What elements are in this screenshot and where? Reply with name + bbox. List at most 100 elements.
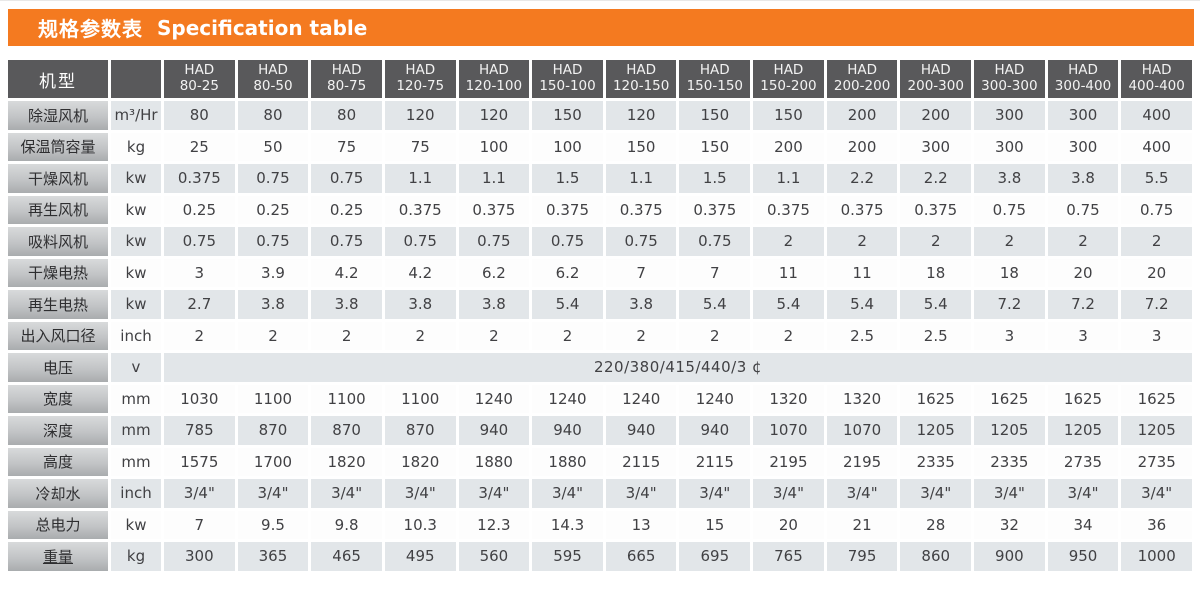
value-cell: 0.75 xyxy=(974,195,1045,224)
model-series-name: HAD xyxy=(1068,62,1098,79)
value-cell: 1700 xyxy=(237,447,309,476)
value-cell: 80 xyxy=(237,101,309,130)
unit-cell: kw xyxy=(111,227,161,256)
value-cell: 1625 xyxy=(1047,384,1119,413)
value-cell: 1240 xyxy=(605,384,677,413)
value-cell: 50 xyxy=(237,132,309,161)
value-cell: 18 xyxy=(900,258,972,287)
value-cell: 1880 xyxy=(532,447,603,476)
value-cell: 1880 xyxy=(458,447,530,476)
value-cell: 5.4 xyxy=(679,290,751,319)
value-cell: 2.2 xyxy=(900,164,972,193)
value-cell: 940 xyxy=(458,416,530,445)
value-cell: 1000 xyxy=(1121,542,1192,571)
value-cell: 560 xyxy=(458,542,530,571)
value-cell: 0.25 xyxy=(311,195,382,224)
value-cell: 150 xyxy=(679,132,751,161)
row-label-text: 宽度 xyxy=(42,390,73,409)
value-cell: 200 xyxy=(900,101,972,130)
value-cell: 0.75 xyxy=(458,227,530,256)
value-cell: 3.8 xyxy=(311,290,382,319)
value-cell: 21 xyxy=(826,510,898,539)
value-cell: 3 xyxy=(974,321,1045,350)
value-cell: 3 xyxy=(164,258,235,287)
model-header-cell: HAD 300-300 xyxy=(974,60,1045,98)
model-series-name: HAD xyxy=(552,62,583,79)
row-label-text: 干燥电热 xyxy=(27,264,88,283)
value-cell: 0.375 xyxy=(605,195,677,224)
unit-cell: kw xyxy=(111,195,161,224)
model-header-cell: HAD 80-75 xyxy=(311,60,382,98)
value-cell: 2 xyxy=(1121,227,1192,256)
unit-cell: inch xyxy=(111,321,161,350)
value-cell: 2 xyxy=(974,227,1045,256)
value-cell: 20 xyxy=(1047,258,1119,287)
row-label-text: 重量 xyxy=(42,547,73,566)
model-header-cell: HAD 300-400 xyxy=(1047,60,1119,98)
value-cell: 0.75 xyxy=(237,164,309,193)
row-label-cell: 干燥电热 xyxy=(8,258,108,287)
model-series-name: HAD xyxy=(626,62,657,79)
value-cell: 0.75 xyxy=(237,227,309,256)
value-cell: 2.5 xyxy=(826,321,898,350)
value-cell: 3.8 xyxy=(384,290,456,319)
row-label-cell: 高度 xyxy=(8,447,108,476)
spec-row: 总电力 kw 7 9.5 9.8 10.3 12.3 14.3 13 15 20 21 28 32 34 36 xyxy=(8,510,1192,539)
section-title-chinese: 规格参数表 xyxy=(38,17,143,41)
value-cell: 2 xyxy=(1047,227,1119,256)
row-label-text: 高度 xyxy=(42,453,73,472)
value-cell: 1240 xyxy=(532,384,603,413)
value-cell: 3/4" xyxy=(605,479,677,508)
value-cell: 7.2 xyxy=(1121,290,1192,319)
model-number: 150-200 xyxy=(760,78,817,94)
value-cell: 20 xyxy=(1121,258,1192,287)
value-cell: 1.5 xyxy=(679,164,751,193)
model-number: 300-400 xyxy=(1054,78,1112,94)
value-cell: 3/4" xyxy=(1047,479,1119,508)
spec-row: 除湿风机 m³/Hr 80 80 80 120 120 150 120 150 150 200 200 3… xyxy=(8,101,1192,130)
value-cell: 1100 xyxy=(311,384,382,413)
row-label-cell: 再生风机 xyxy=(8,195,108,224)
value-cell: 7 xyxy=(605,258,677,287)
value-cell: 2 xyxy=(532,321,603,350)
row-label-text: 出入风口径 xyxy=(20,327,96,346)
value-cell: 5.5 xyxy=(1121,164,1192,193)
model-number: 80-25 xyxy=(179,78,219,94)
value-cell: 0.75 xyxy=(164,227,235,256)
value-cell: 400 xyxy=(1121,132,1192,161)
spec-row: 电压 v 220/380/415/440/3 ¢ xyxy=(8,353,1192,382)
model-header-cell: HAD 200-300 xyxy=(900,60,972,98)
value-cell: 765 xyxy=(753,542,824,571)
unit-cell: kw xyxy=(111,258,161,287)
value-cell: 11 xyxy=(753,258,824,287)
value-cell: 0.375 xyxy=(384,195,456,224)
value-cell: 14.3 xyxy=(532,510,603,539)
value-cell: 1240 xyxy=(679,384,751,413)
row-label-text: 保温筒容量 xyxy=(20,138,96,157)
value-cell: 3.9 xyxy=(237,258,309,287)
value-cell: 3/4" xyxy=(974,479,1045,508)
model-header-cell: HAD 80-25 xyxy=(164,60,235,98)
value-cell: 3/4" xyxy=(164,479,235,508)
value-cell: 9.8 xyxy=(311,510,382,539)
value-cell: 1100 xyxy=(237,384,309,413)
value-cell: 1.1 xyxy=(384,164,456,193)
value-cell: 2115 xyxy=(679,447,751,476)
row-label-text: 电压 xyxy=(42,358,73,377)
row-label-cell: 冷却水 xyxy=(8,479,108,508)
value-cell: 3.8 xyxy=(458,290,530,319)
value-cell: 13 xyxy=(605,510,677,539)
spec-row: 重量 kg 300 365 465 495 560 595 665 695 765 795 860 900… xyxy=(8,542,1192,571)
row-label-text: 总电力 xyxy=(35,516,81,535)
row-label-text: 再生电热 xyxy=(27,295,88,314)
value-cell: 0.75 xyxy=(384,227,456,256)
row-label-cell: 深度 xyxy=(8,416,108,445)
row-label-text: 除湿风机 xyxy=(27,106,88,125)
row-label-cell: 再生电热 xyxy=(8,290,108,319)
value-cell: 6.2 xyxy=(458,258,530,287)
value-cell: 1.5 xyxy=(532,164,603,193)
value-cell: 2 xyxy=(458,321,530,350)
value-cell: 1205 xyxy=(900,416,972,445)
value-cell: 940 xyxy=(605,416,677,445)
model-header-cell: HAD 150-100 xyxy=(532,60,603,98)
